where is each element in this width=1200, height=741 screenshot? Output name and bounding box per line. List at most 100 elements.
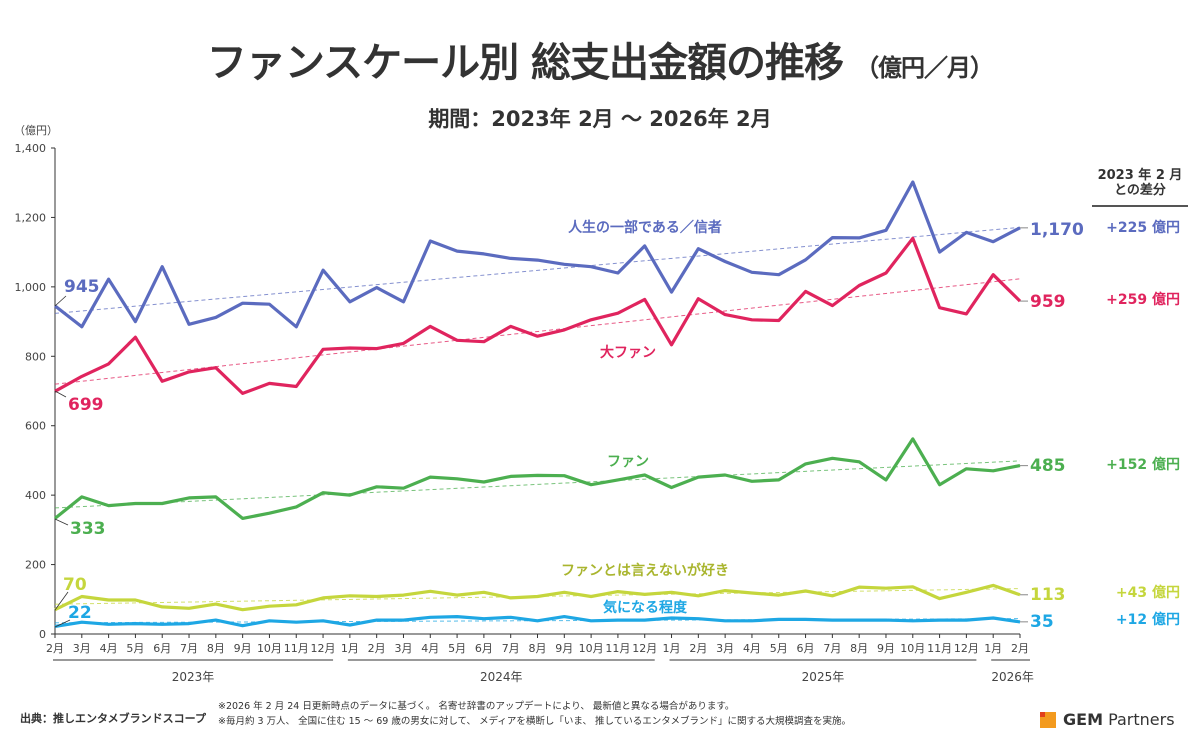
diff-header-line2: との差分 [1114, 183, 1166, 198]
trendline-1 [54, 278, 1021, 385]
diff-header-rule [1092, 205, 1188, 207]
source-label: 出典：推しエンタメブランドスコープ [20, 712, 207, 725]
footnote-1: ※2026 年 2 月 24 日更新時点のデータに基づく。 名寄せ辞書のアップデ… [218, 701, 735, 712]
diff-header-line1: 2023 年 2 月 [1097, 168, 1183, 183]
end-value-label: 485 [1030, 456, 1066, 476]
x-tick-label: 7月 [502, 642, 520, 655]
start-value-label: 22 [68, 603, 92, 623]
x-tick-label: 12月 [954, 642, 979, 655]
year-group-label: 2024年 [480, 670, 523, 684]
y-tick-label: 600 [25, 420, 46, 433]
x-tick-label: 1月 [984, 642, 1002, 655]
x-tick-label: 12月 [311, 642, 336, 655]
y-tick-label: 1,000 [15, 281, 47, 294]
series-label: ファン [607, 454, 649, 470]
x-tick-label: 2月 [368, 642, 386, 655]
trendline-0 [54, 226, 1021, 314]
x-tick-label: 3月 [394, 642, 412, 655]
series-label: ファンとは言えないが好き [561, 562, 729, 579]
x-tick-label: 4月 [743, 642, 761, 655]
year-group-label: 2023年 [172, 670, 215, 684]
start-label-leader [54, 518, 69, 526]
series-line-2 [53, 437, 1021, 521]
diff-value-label: +43 億円 [1116, 584, 1180, 601]
diff-header: 2023 年 2 月 との差分 [1090, 168, 1190, 198]
series-label: 大ファン [600, 344, 656, 361]
x-tick-label: 8月 [207, 642, 225, 655]
series-label: 人生の一部である／信者 [568, 219, 722, 236]
x-tick-label: 10月 [257, 642, 282, 655]
x-tick-label: 8月 [529, 642, 547, 655]
end-value-label: 35 [1030, 612, 1054, 632]
logo-text: Partners [1102, 710, 1175, 729]
x-tick-label: 7月 [180, 642, 198, 655]
x-tick-label: 11月 [284, 642, 309, 655]
chart-title-unit: （億円／月） [855, 54, 994, 82]
x-tick-label: 5月 [770, 642, 788, 655]
start-label-leader [54, 619, 71, 628]
series-line-3 [54, 583, 1021, 612]
end-value-label: 113 [1030, 585, 1066, 605]
footnote-2: ※毎月約 3 万人、 全国に住む 15 ～ 69 歳の男女に対して、 メディアを… [218, 716, 851, 727]
trendline-2 [54, 460, 1021, 509]
y-tick-label: 0 [39, 628, 46, 641]
x-tick-label: 6月 [153, 642, 171, 655]
series-line-0 [54, 180, 1021, 329]
x-tick-label: 5月 [448, 642, 466, 655]
x-tick-label: 2月 [689, 642, 707, 655]
y-tick-label: 200 [25, 559, 46, 572]
x-tick-label: 1月 [663, 642, 681, 655]
x-tick-label: 11月 [605, 642, 630, 655]
x-tick-label: 11月 [927, 642, 952, 655]
start-label-leader [54, 295, 67, 307]
year-group-label: 2026年 [991, 670, 1034, 684]
start-label-leader [54, 591, 69, 611]
x-tick-label: 9月 [555, 642, 573, 655]
series-line-1 [54, 236, 1022, 395]
start-value-label: 699 [68, 395, 104, 415]
x-tick-label: 8月 [850, 642, 868, 655]
start-value-label: 945 [64, 277, 100, 297]
gem-partners-logo: GEM Partners [1040, 710, 1175, 729]
x-tick-label: 2月 [1011, 642, 1029, 655]
x-tick-label: 1月 [341, 642, 359, 655]
x-tick-label: 10月 [579, 642, 604, 655]
series-label: 気になる程度 [603, 599, 688, 616]
y-tick-label: 1,200 [15, 211, 47, 224]
chart-subtitle: 期間：2023年 2月 ～ 2026年 2月 [428, 107, 772, 131]
logo-text-bold: GEM [1063, 710, 1103, 729]
x-tick-label: 10月 [900, 642, 925, 655]
start-label-leader [54, 390, 67, 398]
y-tick-label: 800 [25, 350, 46, 363]
y-axis-unit-label: （億円） [14, 124, 58, 137]
year-group-label: 2025年 [802, 670, 845, 684]
diff-value-label: +152 億円 [1106, 456, 1180, 473]
chart-title-text: ファンスケール別 総支出金額の推移 [206, 40, 844, 86]
x-tick-label: 12月 [632, 642, 657, 655]
x-tick-label: 5月 [126, 642, 144, 655]
footnotes: ※2026 年 2 月 24 日更新時点のデータに基づく。 名寄せ辞書のアップデ… [218, 699, 851, 729]
logo-mark-icon [1040, 711, 1056, 728]
x-tick-label: 4月 [100, 642, 118, 655]
end-value-label: 959 [1030, 292, 1066, 312]
x-tick-label: 6月 [475, 642, 493, 655]
x-tick-label: 7月 [823, 642, 841, 655]
x-tick-label: 2月 [46, 642, 64, 655]
series-line-4 [54, 614, 1021, 628]
end-value-label: 1,170 [1030, 220, 1084, 240]
diff-value-label: +259 億円 [1106, 291, 1180, 308]
y-tick-label: 400 [25, 489, 46, 502]
x-tick-label: 3月 [73, 642, 91, 655]
y-tick-label: 1,400 [15, 142, 47, 155]
diff-value-label: +12 億円 [1116, 611, 1180, 628]
x-tick-label: 4月 [421, 642, 439, 655]
diff-value-label: +225 億円 [1106, 219, 1180, 236]
chart-title: ファンスケール別 総支出金額の推移 （億円／月） [0, 30, 1200, 88]
x-tick-label: 6月 [797, 642, 815, 655]
start-value-label: 70 [63, 575, 87, 595]
x-tick-label: 3月 [716, 642, 734, 655]
x-tick-label: 9月 [234, 642, 252, 655]
start-value-label: 333 [70, 519, 106, 539]
x-tick-label: 9月 [877, 642, 895, 655]
